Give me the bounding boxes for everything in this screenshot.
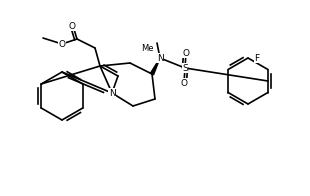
- Text: O: O: [183, 48, 189, 57]
- Text: N: N: [108, 89, 115, 97]
- Text: N: N: [157, 54, 163, 63]
- Text: O: O: [69, 22, 76, 31]
- Text: S: S: [182, 64, 188, 73]
- Text: O: O: [59, 40, 65, 48]
- Text: Me: Me: [141, 44, 154, 53]
- Text: O: O: [180, 79, 188, 87]
- Text: F: F: [254, 54, 259, 63]
- Polygon shape: [150, 58, 160, 75]
